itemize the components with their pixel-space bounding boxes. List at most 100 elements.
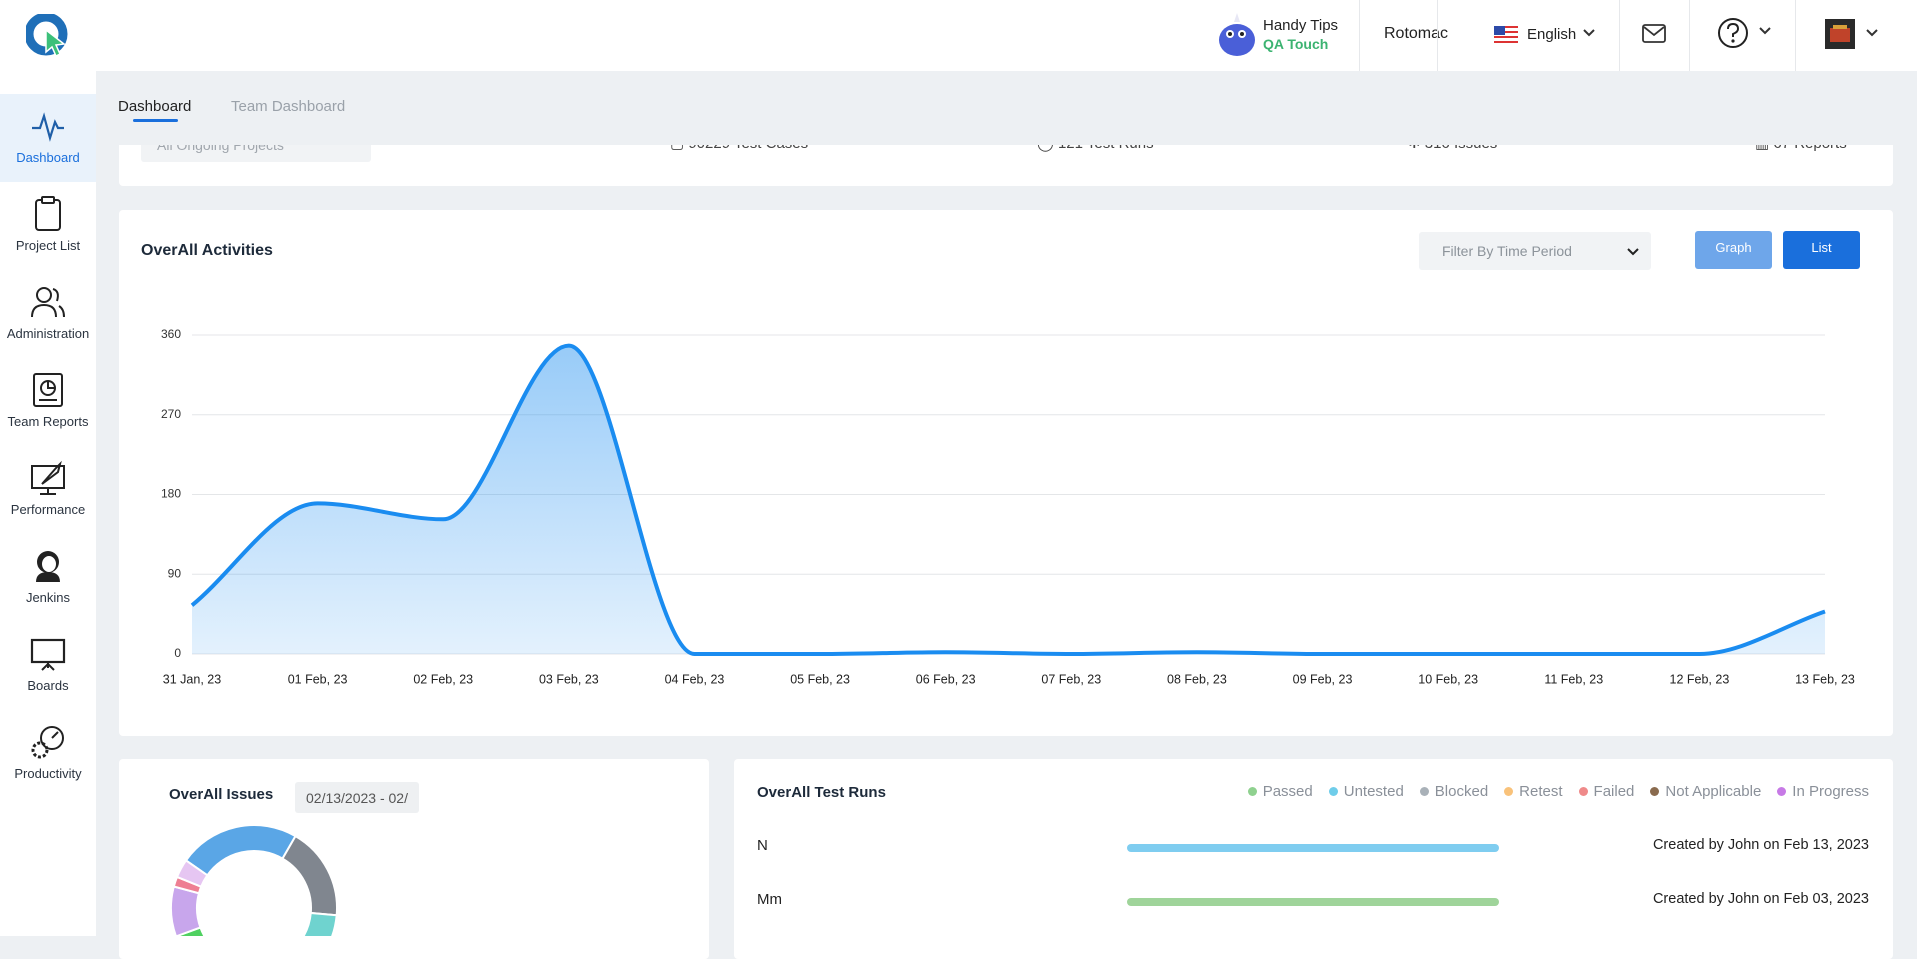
logo[interactable] (26, 14, 70, 58)
donut-segment (184, 824, 297, 877)
user-name[interactable]: Rotomac (1384, 25, 1449, 42)
tab-underline (133, 119, 178, 122)
x-tick-label: 01 Feb, 23 (288, 672, 348, 686)
nav-item[interactable]: Performance (0, 446, 96, 534)
legend-label: Untested (1343, 783, 1404, 800)
nav-label: Productivity (14, 766, 82, 781)
dashboard-icon (32, 112, 64, 142)
run-name: Mm (757, 891, 782, 908)
productivity-icon (31, 726, 64, 759)
nav-label: Team Reports (7, 414, 89, 429)
jenkins-icon (36, 551, 60, 582)
legend-label: Retest (1519, 783, 1563, 800)
chevron (1583, 29, 1595, 37)
flag-icon (1494, 26, 1518, 43)
tab[interactable]: Team Dashboard (231, 98, 346, 115)
legend-dot (1328, 787, 1338, 796)
nav-item[interactable]: Productivity (0, 710, 96, 798)
separator (1437, 0, 1438, 71)
list-button[interactable]: List (1783, 231, 1860, 269)
y-tick-label: 0 (174, 646, 181, 660)
chart-layer: 0 90 180 270 360 31 Jan, 23 01 Feb, 23 02 Feb, … (161, 327, 1855, 936)
separator (1795, 0, 1796, 71)
separator (1619, 0, 1620, 71)
line (190, 343, 1826, 657)
run-created: Created by John on Feb 03, 2023 (1652, 891, 1869, 907)
nav-label: Project List (15, 238, 81, 253)
top-bar: Handy Tips QA Touch Rotomac English (0, 0, 1917, 71)
legend-dot (1650, 787, 1660, 796)
x-tick-label: 06 Feb, 23 (916, 672, 976, 686)
nav-item[interactable]: Administration (0, 270, 96, 358)
legend-item: Retest (1504, 783, 1563, 800)
separator (1359, 0, 1360, 71)
language[interactable]: English (1527, 26, 1577, 43)
x-tick-label: 07 Feb, 23 (1041, 672, 1101, 686)
filter-text: Filter By Time Period (1442, 243, 1572, 259)
chevron (1866, 29, 1878, 37)
tips-brand: QA Touch (1263, 36, 1329, 52)
donut-segment (281, 834, 338, 917)
nav-label: Performance (10, 502, 86, 517)
nav-item[interactable]: Dashboard (0, 94, 96, 182)
donut-segment (302, 911, 338, 936)
card-title: OverAll Activities (141, 242, 273, 259)
nav-label: Boards (27, 678, 69, 693)
help-icon[interactable] (1717, 17, 1749, 49)
legend-item: Failed (1578, 783, 1634, 800)
tab-bar: Dashboard Team Dashboard (96, 71, 1917, 145)
nav-label: Jenkins (25, 590, 71, 605)
tab[interactable]: Dashboard (118, 98, 192, 115)
separator (1689, 0, 1690, 71)
legend: Passed Untested Blocked Retest Failed Not App… (1232, 783, 1869, 801)
date-range[interactable]: 02/13/2023 - 02/ (295, 782, 419, 813)
legend-item: Not Applicable (1650, 783, 1761, 800)
legend-label: Not Applicable (1665, 783, 1762, 800)
mail-icon[interactable] (1642, 24, 1666, 44)
boards-icon (30, 638, 66, 671)
nav-label: Administration (6, 326, 90, 341)
run-progress (1127, 844, 1499, 852)
time-filter[interactable]: Filter By Time Period (1419, 232, 1651, 270)
test-runs-card: OverAll Test Runs Passed Untested Blocked R… (734, 759, 1893, 959)
graph-button[interactable]: Graph (1695, 231, 1772, 269)
nav-item[interactable]: Team Reports (0, 358, 96, 446)
reports-icon (33, 373, 63, 407)
legend-dot (1419, 787, 1429, 796)
legend-item: Untested (1328, 783, 1404, 800)
x-tick-label: 02 Feb, 23 (413, 672, 473, 686)
chevron (1627, 248, 1639, 256)
nav-item[interactable]: Jenkins (0, 534, 96, 622)
legend-item: In Progress (1777, 783, 1869, 800)
donut-segment (175, 859, 209, 888)
card-title: OverAll Issues (169, 786, 274, 803)
avatar[interactable] (1825, 19, 1855, 49)
legend-dot (1777, 787, 1787, 796)
y-tick-label: 180 (161, 487, 181, 501)
run-created: Created by John on Feb 13, 2023 (1652, 837, 1869, 853)
x-tick-label: 11 Feb, 23 (1544, 672, 1603, 686)
x-tick-label: 05 Feb, 23 (790, 672, 850, 686)
area (192, 345, 1825, 654)
run-name: N (757, 837, 768, 854)
mascot-icon (1219, 13, 1255, 56)
x-tick-label: 04 Feb, 23 (665, 672, 725, 686)
y-tick-label: 90 (168, 566, 182, 580)
run-progress (1127, 898, 1499, 906)
legend-label: Blocked (1434, 783, 1489, 800)
nav-label: Dashboard (16, 150, 80, 165)
nav-item[interactable]: Boards (0, 622, 96, 710)
y-tick-label: 360 (161, 327, 181, 341)
nav-item[interactable]: Project List (0, 182, 96, 270)
x-tick-label: 10 Feb, 23 (1418, 672, 1478, 686)
performance-icon (31, 460, 65, 495)
legend-label: In Progress (1792, 783, 1869, 800)
sidebar: Dashboard Project List Administration Te… (0, 71, 96, 936)
x-tick-label: 31 Jan, 23 (163, 672, 221, 686)
project-icon (35, 196, 61, 231)
tips-title: Handy Tips (1263, 17, 1339, 34)
x-tick-label: 12 Feb, 23 (1670, 672, 1730, 686)
legend-dot (1504, 787, 1514, 796)
legend-label: Passed (1262, 783, 1313, 800)
